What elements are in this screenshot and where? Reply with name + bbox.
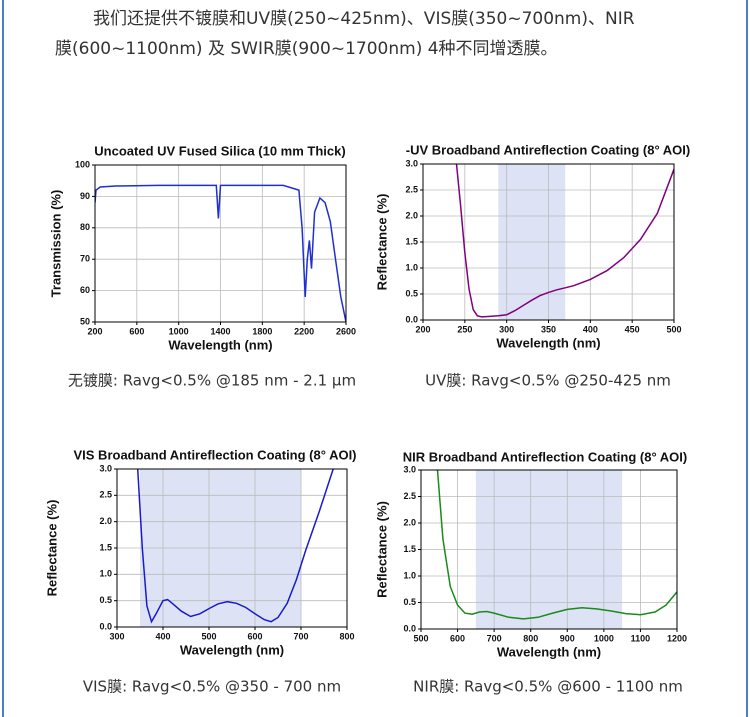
- y-tick-label: 1.5: [403, 544, 416, 554]
- x-tick-label: 200: [415, 324, 430, 334]
- x-axis-label: Wavelength (nm): [497, 644, 601, 659]
- plot-frame: [94, 164, 347, 323]
- x-tick-label: 900: [560, 633, 575, 643]
- y-tick-label: 60: [80, 285, 90, 295]
- x-tick-label: 300: [499, 324, 514, 334]
- data-line: [436, 470, 677, 620]
- y-tick-label: 2.0: [405, 210, 418, 220]
- caption: 无镀膜: Ravg<0.5% @185 nm - 2.1 µm: [68, 372, 356, 390]
- x-axis-label: Wavelength (nm): [496, 335, 600, 350]
- y-tick-label: 3.0: [403, 464, 416, 474]
- y-tick-label: 1.0: [403, 570, 416, 580]
- x-tick-label: 450: [625, 324, 640, 334]
- x-tick-label: 800: [339, 631, 354, 641]
- data-line: [95, 184, 346, 322]
- y-tick-label: 1.5: [405, 236, 418, 246]
- chart-title: Uncoated UV Fused Silica (10 mm Thick): [94, 143, 345, 158]
- y-axis-label: Reflectance (%): [374, 501, 389, 598]
- y-tick-label: 1.0: [99, 569, 112, 579]
- x-tick-label: 1200: [667, 633, 687, 643]
- x-tick-label: 500: [413, 633, 428, 643]
- plot-frame: [116, 468, 348, 628]
- y-tick-label: 2.5: [99, 490, 112, 500]
- x-tick-label: 600: [247, 631, 262, 641]
- y-tick-label: 0.0: [403, 623, 416, 633]
- data-line: [455, 164, 674, 318]
- y-tick-label: 2.0: [403, 517, 416, 527]
- x-tick-label: 400: [155, 631, 170, 641]
- x-tick-label: 2200: [294, 326, 314, 336]
- y-axis-label: Reflectance (%): [374, 194, 389, 291]
- x-tick-label: 500: [201, 631, 216, 641]
- y-tick-label: 0.0: [99, 621, 112, 631]
- x-tick-label: 300: [109, 631, 124, 641]
- x-tick-label: 1400: [210, 326, 230, 336]
- y-tick-label: 0.5: [405, 288, 418, 298]
- intro-line: 我们还提供不镀膜和UV膜(250~425nm)、VIS膜(350~700nm)、…: [93, 9, 635, 29]
- y-tick-label: 80: [80, 222, 90, 232]
- y-tick-label: 0.5: [99, 595, 112, 605]
- y-tick-label: 0.0: [405, 314, 418, 324]
- y-tick-label: 50: [80, 316, 90, 326]
- x-tick-label: 1000: [594, 633, 614, 643]
- caption: UV膜: Ravg<0.5% @250-425 nm: [425, 372, 671, 390]
- x-axis-label: Wavelength (nm): [168, 337, 272, 352]
- data-line: [136, 469, 334, 624]
- y-axis-label: Reflectance (%): [44, 500, 59, 597]
- y-tick-label: 0.5: [403, 597, 416, 607]
- y-tick-label: 90: [80, 191, 90, 201]
- x-tick-label: 400: [583, 324, 598, 334]
- plot-frame: [420, 469, 678, 630]
- x-tick-label: 600: [129, 326, 144, 336]
- y-tick-label: 2.5: [403, 491, 416, 501]
- x-tick-label: 1100: [631, 633, 651, 643]
- x-tick-label: 800: [523, 633, 538, 643]
- x-tick-label: 700: [487, 633, 502, 643]
- y-tick-label: 1.0: [405, 262, 418, 272]
- chart-title: NIR Broadband Antireflection Coating (8°…: [403, 449, 687, 464]
- y-tick-label: 2.0: [99, 516, 112, 526]
- x-tick-label: 700: [293, 631, 308, 641]
- y-axis-label: Transmission (%): [48, 190, 63, 298]
- caption: NIR膜: Ravg<0.5% @600 - 1100 nm: [413, 678, 683, 696]
- chart-title: -UV Broadband Antireflection Coating (8°…: [406, 142, 690, 157]
- x-tick-label: 200: [87, 326, 102, 336]
- x-tick-label: 250: [457, 324, 472, 334]
- y-tick-label: 2.5: [405, 184, 418, 194]
- y-tick-label: 100: [75, 159, 90, 169]
- x-tick-label: 350: [541, 324, 556, 334]
- x-tick-label: 600: [450, 633, 465, 643]
- plot-frame: [422, 163, 675, 321]
- y-tick-label: 3.0: [99, 463, 112, 473]
- y-tick-label: 1.5: [99, 542, 112, 552]
- y-tick-label: 70: [80, 254, 90, 264]
- x-tick-label: 2600: [336, 326, 356, 336]
- x-axis-label: Wavelength (nm): [180, 642, 284, 657]
- x-tick-label: 500: [666, 324, 681, 334]
- intro-line: 膜(600~1100nm) 及 SWIR膜(900~1700nm) 4种不同增透…: [55, 39, 558, 59]
- y-tick-label: 3.0: [405, 158, 418, 168]
- caption: VIS膜: Ravg<0.5% @350 - 700 nm: [83, 678, 341, 696]
- x-tick-label: 1000: [169, 326, 189, 336]
- x-tick-label: 1800: [252, 326, 272, 336]
- chart-title: VIS Broadband Antireflection Coating (8°…: [73, 447, 356, 462]
